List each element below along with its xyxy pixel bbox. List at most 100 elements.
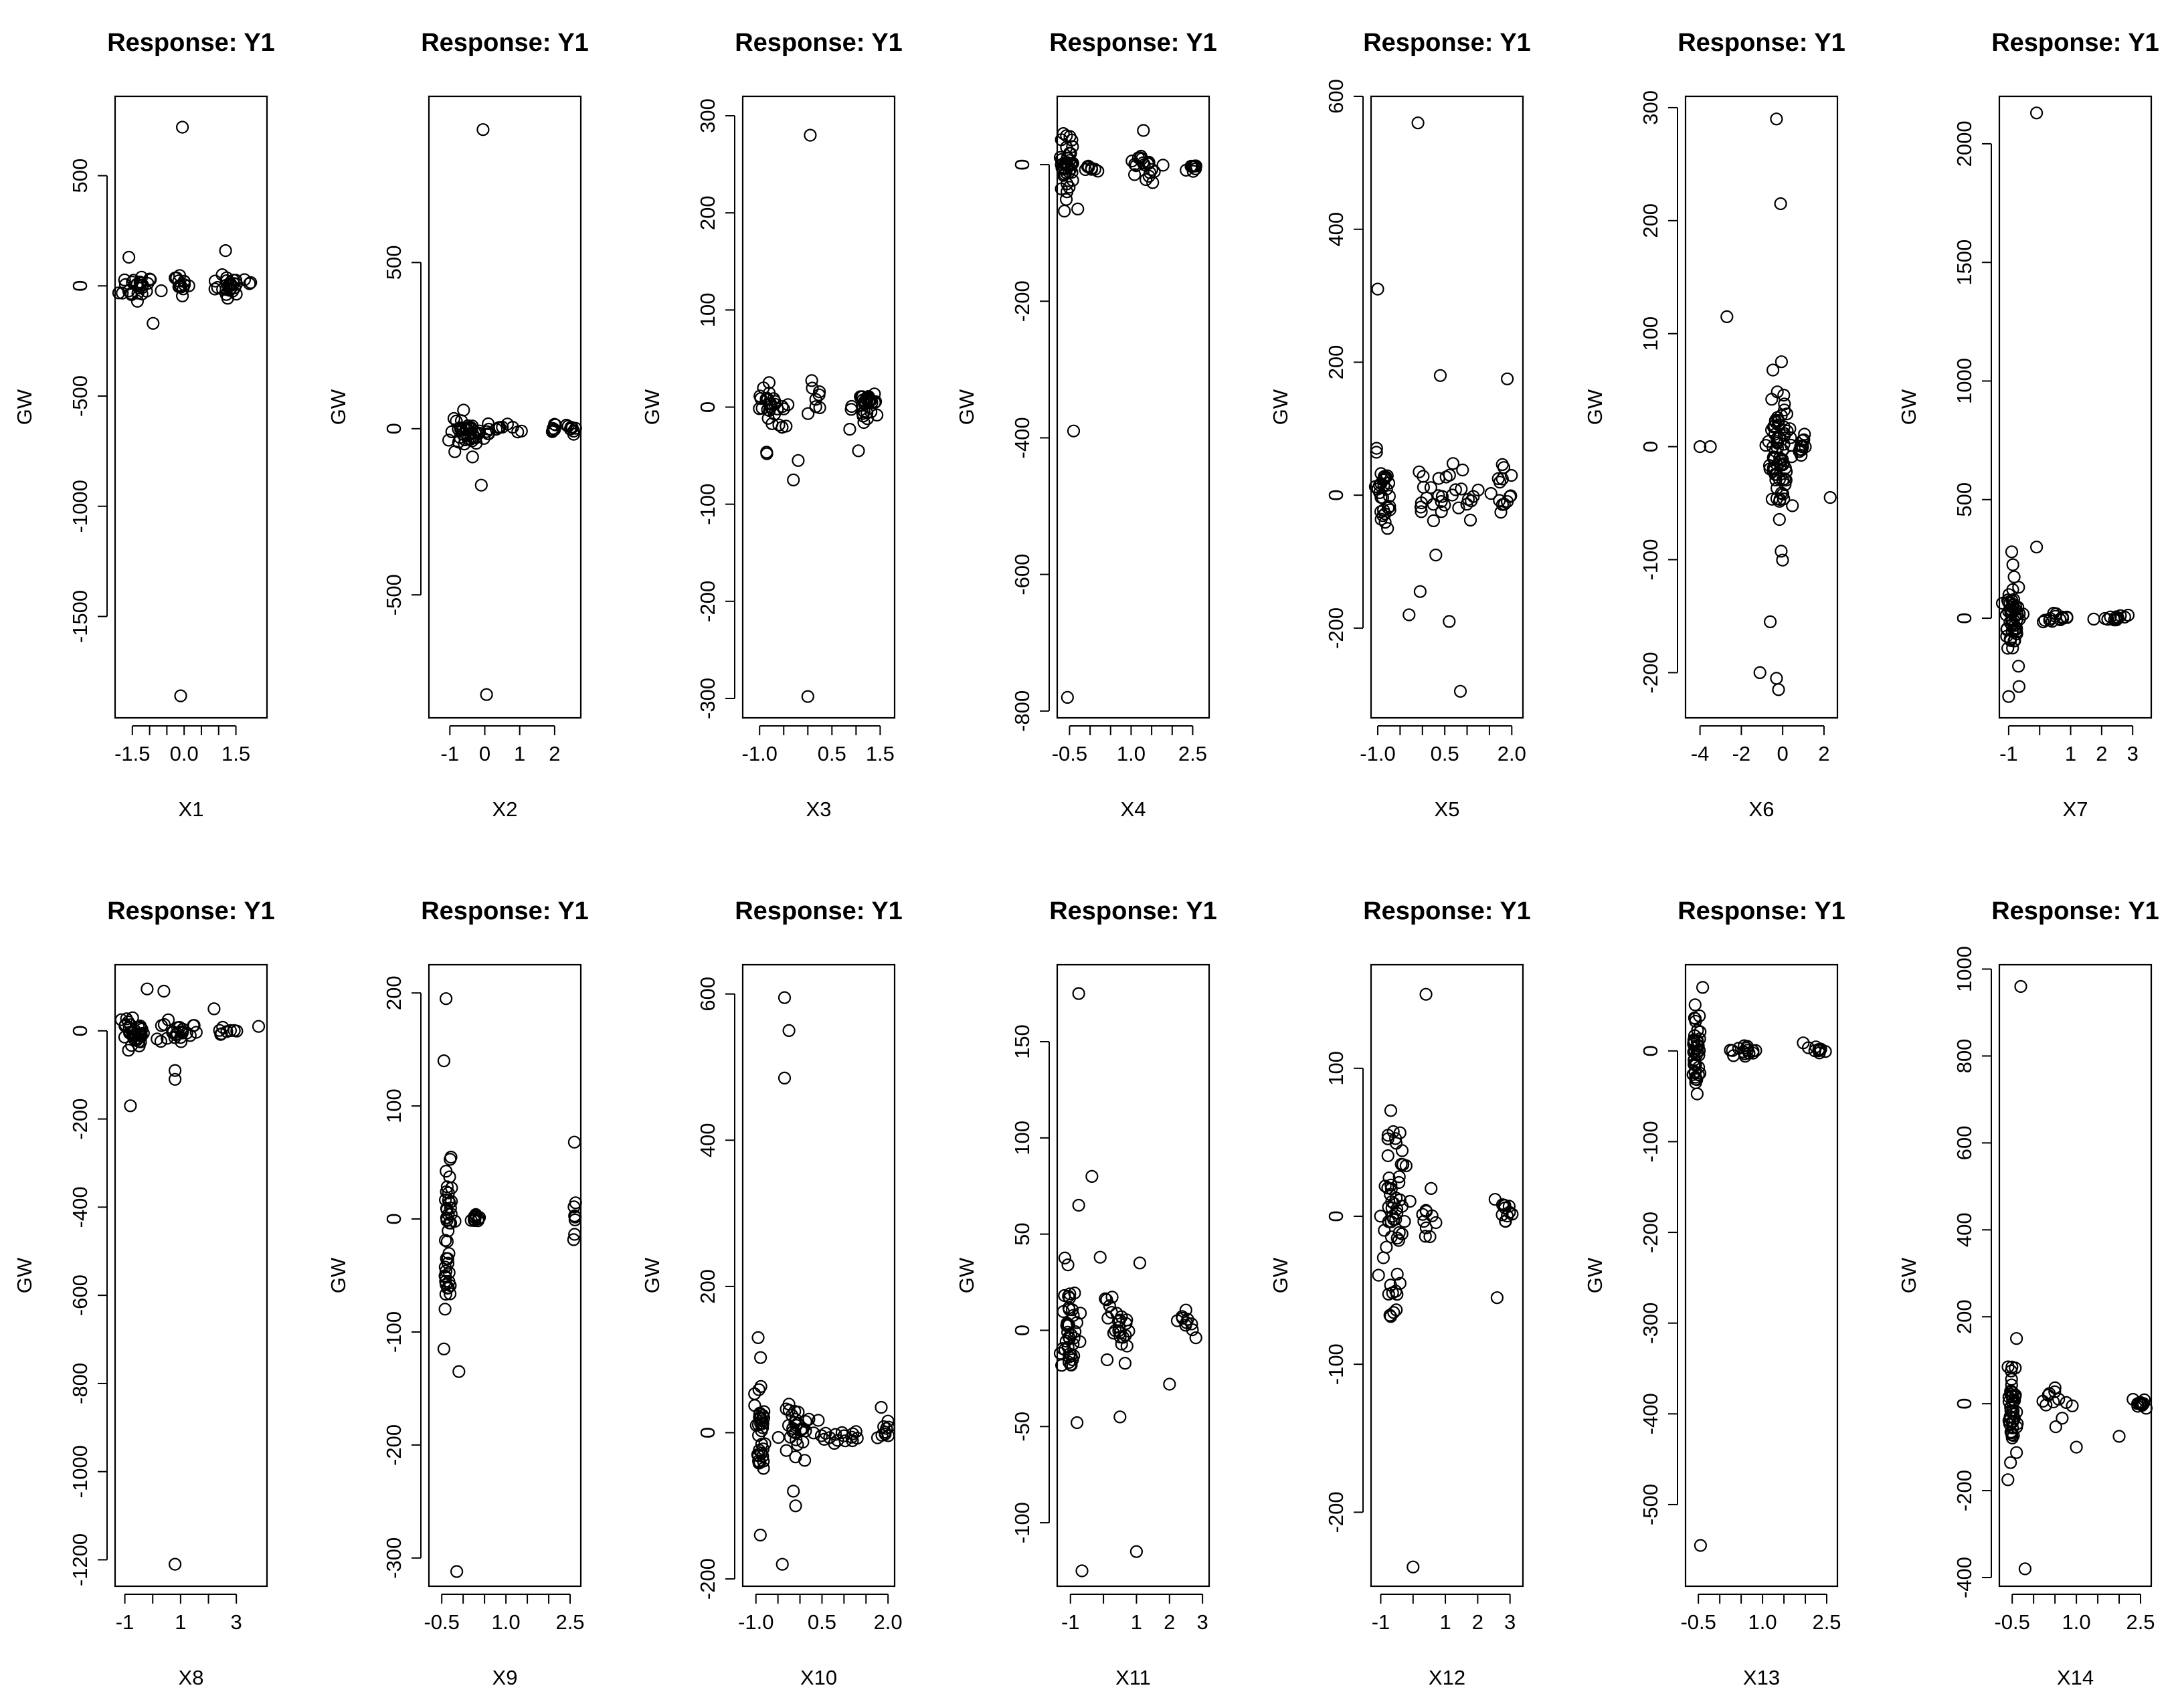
data-point [1113,1410,1127,1424]
data-point [208,282,221,296]
data-point [1063,1347,1076,1361]
y-tick-label: -1000 [68,1445,92,1498]
data-point [1393,1276,1407,1290]
y-tick-label: -200 [1324,1491,1348,1533]
plot-frame [428,95,582,719]
chart-title: Response: Y1 [421,897,589,925]
data-point [1432,472,1445,485]
y-tick-label: 0 [68,1025,92,1036]
data-point [1778,429,1791,442]
data-point [474,478,488,492]
data-point [1417,480,1430,494]
data-point [1764,615,1777,629]
data-point [147,316,160,330]
x-axis-label: X13 [1743,1666,1780,1689]
data-point [2040,1398,2053,1412]
y-tick-label: 1000 [1953,358,1976,404]
data-point [1093,1250,1107,1264]
data-point [1129,1545,1144,1558]
data-point [2110,610,2123,624]
data-point [1497,461,1511,474]
data-point [1796,434,1809,448]
data-point [1061,1258,1075,1272]
data-point [569,421,582,435]
plot-frame [114,95,268,719]
data-point [1488,1193,1502,1206]
chart-title: Response: Y1 [1049,29,1217,57]
y-tick-label: -100 [1639,539,1662,581]
data-point [1392,1170,1406,1183]
data-point [799,1415,812,1428]
y-tick-label: 1000 [1953,946,1976,992]
data-point [118,273,131,286]
y-tick-label: 0 [1639,441,1662,452]
data-point [130,278,144,291]
data-point [1427,514,1440,528]
data-point [1376,1251,1390,1264]
x-tick-label: 1 [1131,1610,1142,1634]
data-point [809,393,822,406]
data-point [1429,548,1443,562]
data-point [1423,1230,1437,1244]
data-point [1776,553,1789,567]
chart-title: Response: Y1 [1678,897,1845,925]
data-point [1688,1058,1701,1071]
data-point [223,1024,237,1038]
y-tick-label: 0 [382,423,405,434]
data-point [189,1026,203,1039]
data-point [1467,490,1480,503]
data-point [1771,385,1784,399]
data-point [112,286,125,300]
data-point [157,984,171,998]
data-point [1419,1221,1433,1235]
data-point [787,473,800,487]
data-point [1122,1324,1136,1338]
x-axis-label: X14 [2057,1666,2094,1689]
data-point [1413,465,1426,478]
data-point [2047,1395,2060,1409]
data-point [791,1438,804,1451]
data-point [1378,516,1392,529]
y-tick-label: -1200 [68,1533,92,1586]
data-point [831,1434,844,1447]
data-point [506,420,519,434]
data-point [1433,369,1447,382]
data-point [849,1425,863,1438]
x-tick-label: -0.5 [1994,1610,2029,1634]
data-point [760,447,774,460]
data-point [2053,613,2067,626]
data-point [1767,363,1780,377]
data-point [1370,442,1383,455]
data-point [1067,424,1081,438]
data-point [1100,1293,1113,1307]
data-point [1775,486,1788,500]
data-point [1384,1278,1397,1292]
data-point [782,1024,796,1038]
y-tick-label: -200 [1639,652,1662,693]
y-tick-label: -1500 [68,590,92,643]
data-point [1419,1230,1432,1243]
data-point [819,1426,832,1440]
data-point [457,403,470,417]
data-point [454,422,467,436]
data-point [1416,1208,1429,1221]
data-point [1435,490,1449,503]
data-point [2005,1428,2019,1442]
data-point [852,444,865,458]
data-point [1061,151,1074,165]
y-tick-label: 150 [1010,1024,1034,1059]
data-point [1491,472,1505,486]
y-tick-label: -200 [1324,607,1348,649]
data-point [1688,998,1702,1012]
data-point [2009,622,2023,636]
data-point [1435,505,1448,518]
y-axis-label: GW [13,389,36,425]
data-point [1057,127,1070,140]
data-point [857,415,871,430]
data-point [1427,498,1440,511]
data-point [1072,987,1085,1000]
data-point [208,274,222,288]
x-tick-label: 1 [514,742,525,765]
data-point [1763,462,1777,476]
data-point [1179,1303,1192,1317]
